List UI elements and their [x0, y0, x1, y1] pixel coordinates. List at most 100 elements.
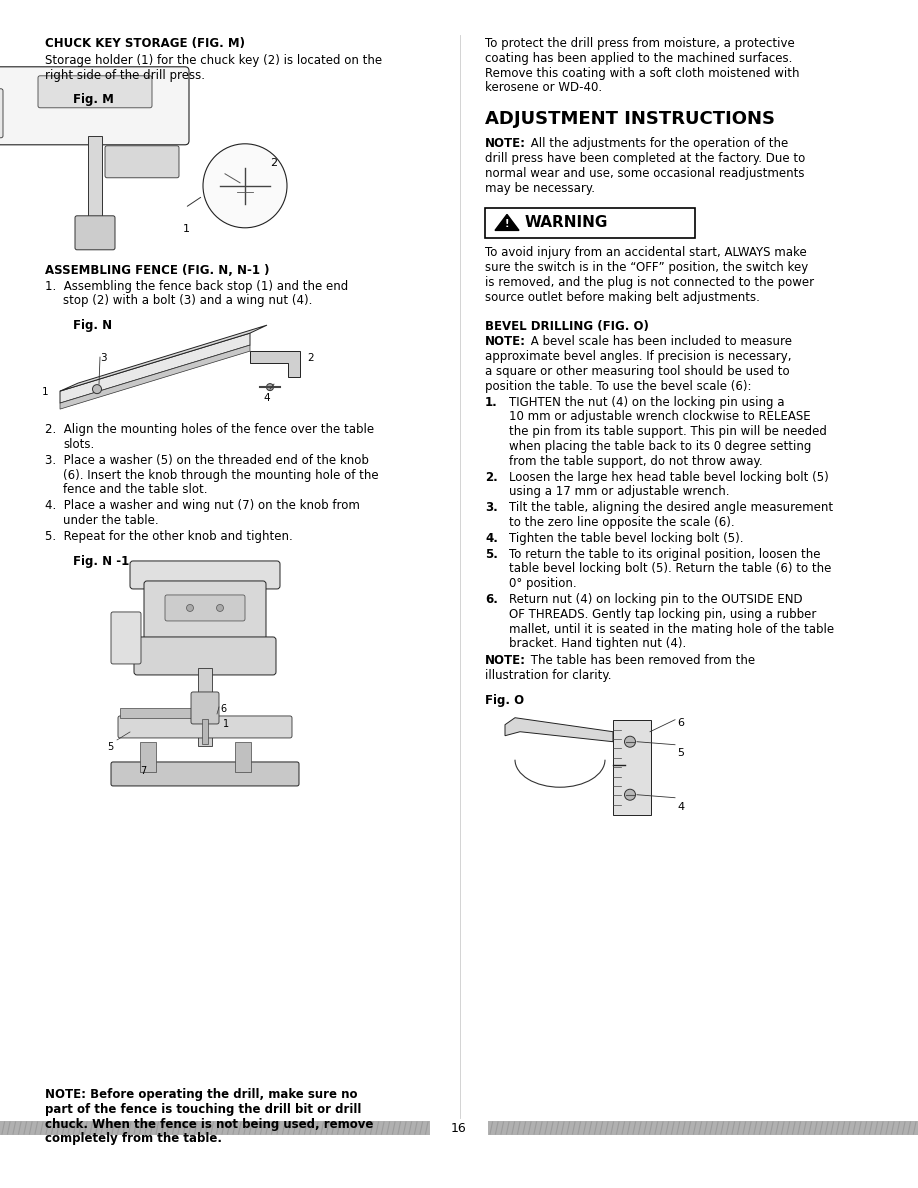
- Text: A bevel scale has been included to measure: A bevel scale has been included to measu…: [527, 335, 792, 348]
- FancyBboxPatch shape: [0, 89, 3, 138]
- Text: NOTE: Before operating the drill, make sure no: NOTE: Before operating the drill, make s…: [45, 1088, 357, 1101]
- Text: 5.: 5.: [485, 548, 498, 561]
- Polygon shape: [495, 214, 519, 230]
- Text: 2: 2: [307, 353, 314, 364]
- Text: Tighten the table bevel locking bolt (5).: Tighten the table bevel locking bolt (5)…: [509, 532, 744, 545]
- Text: chuck. When the fence is not being used, remove: chuck. When the fence is not being used,…: [45, 1118, 374, 1131]
- Text: !: !: [505, 220, 509, 229]
- FancyBboxPatch shape: [613, 720, 651, 815]
- Text: using a 17 mm or adjustable wrench.: using a 17 mm or adjustable wrench.: [509, 486, 730, 499]
- FancyBboxPatch shape: [165, 595, 245, 621]
- Circle shape: [624, 789, 635, 801]
- Text: coating has been applied to the machined surfaces.: coating has been applied to the machined…: [485, 52, 792, 65]
- Text: NOTE:: NOTE:: [485, 137, 526, 150]
- Text: The table has been removed from the: The table has been removed from the: [527, 655, 756, 668]
- Text: 0° position.: 0° position.: [509, 577, 577, 590]
- Text: 3.: 3.: [485, 501, 498, 514]
- Text: approximate bevel angles. If precision is necessary,: approximate bevel angles. If precision i…: [485, 350, 791, 364]
- Text: normal wear and use, some occasional readjustments: normal wear and use, some occasional rea…: [485, 166, 804, 179]
- Text: 16: 16: [451, 1121, 467, 1135]
- Text: 10 mm or adjustable wrench clockwise to RELEASE: 10 mm or adjustable wrench clockwise to …: [509, 410, 811, 423]
- Text: position the table. To use the bevel scale (6):: position the table. To use the bevel sca…: [485, 380, 752, 393]
- Text: stop (2) with a bolt (3) and a wing nut (4).: stop (2) with a bolt (3) and a wing nut …: [63, 295, 312, 308]
- Bar: [120, 708, 200, 718]
- Text: 4.  Place a washer and wing nut (7) on the knob from: 4. Place a washer and wing nut (7) on th…: [45, 499, 360, 512]
- Text: To return the table to its original position, loosen the: To return the table to its original posi…: [509, 548, 821, 561]
- Text: Storage holder (1) for the chuck key (2) is located on the: Storage holder (1) for the chuck key (2)…: [45, 53, 382, 67]
- Text: ASSEMBLING FENCE (FIG. N, N-1 ): ASSEMBLING FENCE (FIG. N, N-1 ): [45, 264, 270, 277]
- Text: when placing the table back to its 0 degree setting: when placing the table back to its 0 deg…: [509, 440, 812, 453]
- Text: 6: 6: [220, 704, 226, 714]
- Text: 1: 1: [223, 719, 230, 729]
- Polygon shape: [60, 326, 267, 391]
- Text: from the table support, do not throw away.: from the table support, do not throw awa…: [509, 455, 763, 468]
- Text: Loosen the large hex head table bevel locking bolt (5): Loosen the large hex head table bevel lo…: [509, 470, 829, 484]
- Circle shape: [266, 384, 274, 391]
- Text: mallet, until it is seated in the mating hole of the table: mallet, until it is seated in the mating…: [509, 623, 834, 636]
- Text: the pin from its table support. This pin will be needed: the pin from its table support. This pin…: [509, 425, 827, 438]
- Bar: [140, 742, 156, 772]
- Text: fence and the table slot.: fence and the table slot.: [63, 484, 207, 497]
- Text: Fig. N -1: Fig. N -1: [73, 555, 129, 568]
- Text: 6: 6: [677, 718, 684, 728]
- Text: 2.: 2.: [485, 470, 498, 484]
- Text: 5.  Repeat for the other knob and tighten.: 5. Repeat for the other knob and tighten…: [45, 530, 293, 543]
- Circle shape: [186, 605, 194, 612]
- Text: may be necessary.: may be necessary.: [485, 182, 595, 195]
- FancyBboxPatch shape: [0, 67, 189, 145]
- FancyBboxPatch shape: [191, 691, 219, 723]
- Text: Fig. O: Fig. O: [485, 694, 524, 707]
- Text: to the zero line opposite the scale (6).: to the zero line opposite the scale (6).: [509, 516, 734, 529]
- Text: Fig. N: Fig. N: [73, 320, 112, 333]
- Circle shape: [93, 385, 102, 393]
- Text: NOTE:: NOTE:: [485, 655, 526, 668]
- Text: slots.: slots.: [63, 438, 95, 451]
- FancyBboxPatch shape: [105, 146, 179, 178]
- Bar: [198, 668, 212, 746]
- Text: ADJUSTMENT INSTRUCTIONS: ADJUSTMENT INSTRUCTIONS: [485, 110, 775, 128]
- FancyBboxPatch shape: [144, 581, 266, 645]
- Text: part of the fence is touching the drill bit or drill: part of the fence is touching the drill …: [45, 1102, 362, 1116]
- Text: BEVEL DRILLING (FIG. O): BEVEL DRILLING (FIG. O): [485, 320, 649, 333]
- FancyBboxPatch shape: [111, 612, 141, 664]
- Text: 6.: 6.: [485, 593, 498, 606]
- Text: 3.  Place a washer (5) on the threaded end of the knob: 3. Place a washer (5) on the threaded en…: [45, 454, 369, 467]
- Bar: [88, 135, 102, 221]
- Bar: [235, 742, 251, 772]
- Text: source outlet before making belt adjustments.: source outlet before making belt adjustm…: [485, 291, 760, 304]
- FancyBboxPatch shape: [38, 76, 152, 108]
- Text: OF THREADS. Gently tap locking pin, using a rubber: OF THREADS. Gently tap locking pin, usin…: [509, 608, 816, 621]
- Text: is removed, and the plug is not connected to the power: is removed, and the plug is not connecte…: [485, 276, 814, 289]
- Text: 1.  Assembling the fence back stop (1) and the end: 1. Assembling the fence back stop (1) an…: [45, 279, 348, 292]
- FancyBboxPatch shape: [485, 208, 695, 239]
- Text: 2: 2: [270, 158, 277, 168]
- Text: 4: 4: [677, 802, 684, 811]
- Circle shape: [203, 144, 287, 228]
- Text: 1: 1: [183, 223, 190, 234]
- FancyBboxPatch shape: [134, 637, 276, 675]
- Bar: [0, 1121, 430, 1135]
- Text: a square or other measuring tool should be used to: a square or other measuring tool should …: [485, 365, 789, 378]
- FancyBboxPatch shape: [118, 716, 292, 738]
- Text: Remove this coating with a soft cloth moistened with: Remove this coating with a soft cloth mo…: [485, 67, 800, 80]
- FancyBboxPatch shape: [111, 762, 299, 786]
- Text: table bevel locking bolt (5). Return the table (6) to the: table bevel locking bolt (5). Return the…: [509, 562, 832, 575]
- Text: kerosene or WD-40.: kerosene or WD-40.: [485, 82, 602, 94]
- Text: 5: 5: [107, 742, 113, 752]
- Text: illustration for clarity.: illustration for clarity.: [485, 669, 611, 682]
- Circle shape: [217, 605, 223, 612]
- Text: 3: 3: [100, 353, 106, 364]
- Text: TIGHTEN the nut (4) on the locking pin using a: TIGHTEN the nut (4) on the locking pin u…: [509, 396, 785, 409]
- Text: Tilt the table, aligning the desired angle measurement: Tilt the table, aligning the desired ang…: [509, 501, 834, 514]
- FancyBboxPatch shape: [75, 216, 115, 249]
- Text: drill press have been completed at the factory. Due to: drill press have been completed at the f…: [485, 152, 805, 165]
- Text: WARNING: WARNING: [525, 215, 609, 230]
- Polygon shape: [60, 333, 250, 403]
- Text: Fig. M: Fig. M: [73, 94, 114, 107]
- Text: 1.: 1.: [485, 396, 498, 409]
- Text: 7: 7: [140, 766, 146, 776]
- Text: (6). Insert the knob through the mounting hole of the: (6). Insert the knob through the mountin…: [63, 468, 378, 481]
- Text: CHUCK KEY STORAGE (FIG. M): CHUCK KEY STORAGE (FIG. M): [45, 37, 245, 50]
- Text: To protect the drill press from moisture, a protective: To protect the drill press from moisture…: [485, 37, 795, 50]
- Polygon shape: [250, 352, 300, 377]
